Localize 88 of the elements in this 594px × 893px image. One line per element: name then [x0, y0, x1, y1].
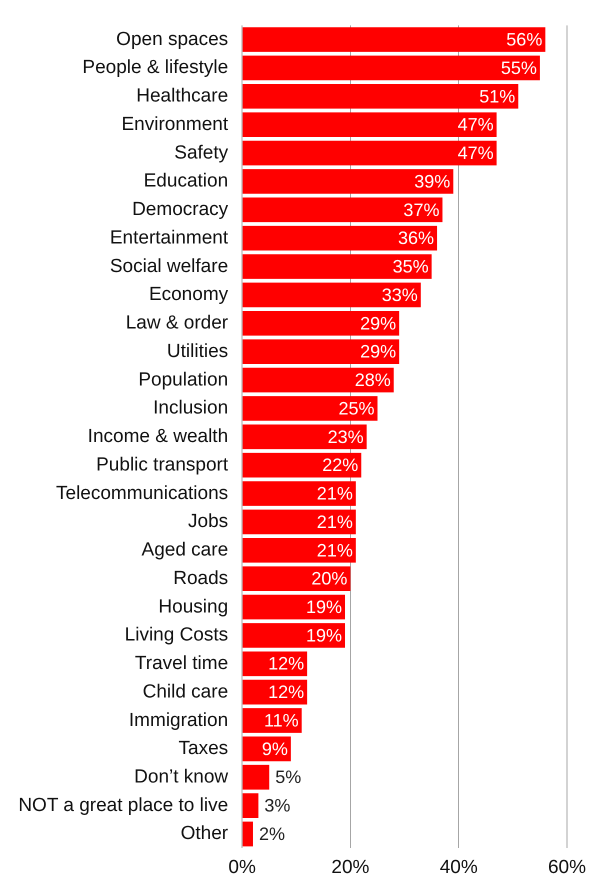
- y-tick-label: Utilities: [166, 340, 228, 362]
- bar: [242, 510, 356, 534]
- x-tick-label: 40%: [440, 856, 478, 878]
- bar: [242, 282, 421, 308]
- y-tick-label: Population: [138, 369, 228, 390]
- data-label: 19%: [306, 597, 342, 618]
- data-label: 56%: [506, 30, 542, 50]
- data-label: 12%: [268, 654, 304, 674]
- y-tick-label: Don’t know: [134, 766, 228, 788]
- bar: [242, 197, 442, 222]
- data-label: 21%: [316, 484, 353, 504]
- bar: [242, 764, 270, 790]
- y-tick-label: People & lifestyle: [82, 57, 228, 78]
- bar: [242, 538, 356, 563]
- bar: [242, 481, 356, 506]
- bar: [242, 793, 258, 818]
- y-tick-label: Living Costs: [124, 624, 228, 646]
- bar: [242, 822, 253, 846]
- data-label: 3%: [264, 796, 290, 816]
- bar: [242, 84, 518, 109]
- x-tick-label: 60%: [548, 856, 586, 878]
- data-label: 29%: [360, 313, 396, 334]
- data-label: 12%: [268, 682, 304, 702]
- x-tick-label: 20%: [331, 856, 370, 878]
- data-label: 19%: [306, 625, 342, 646]
- data-label: 28%: [354, 370, 391, 390]
- y-tick-label: Social welfare: [110, 256, 228, 277]
- data-label: 37%: [403, 200, 440, 220]
- y-tick-label: Roads: [173, 568, 228, 589]
- bar: [242, 623, 346, 648]
- y-tick-label: Inclusion: [153, 398, 228, 419]
- bar: [242, 140, 497, 166]
- bar: [242, 226, 438, 251]
- data-label: 21%: [316, 512, 353, 532]
- data-label: 33%: [382, 284, 418, 305]
- y-tick-label: Democracy: [132, 199, 229, 220]
- data-label: 9%: [262, 738, 288, 759]
- data-label: 22%: [322, 455, 358, 476]
- data-label: 5%: [275, 767, 302, 788]
- y-tick-label: Entertainment: [110, 227, 229, 248]
- data-label: 35%: [392, 256, 429, 277]
- bar: [242, 396, 378, 421]
- y-tick-label: Open spaces: [116, 28, 228, 50]
- bar: [242, 169, 454, 194]
- bar: [242, 112, 497, 138]
- data-label: 25%: [338, 398, 374, 418]
- data-label: 51%: [479, 86, 516, 106]
- y-tick-label: Taxes: [178, 738, 228, 760]
- y-tick-label: Immigration: [128, 710, 228, 731]
- y-tick-label: Aged care: [142, 540, 228, 561]
- bar: [242, 368, 394, 392]
- data-label: 21%: [316, 540, 353, 560]
- y-tick-label: Housing: [158, 596, 228, 618]
- data-label: 39%: [414, 171, 450, 192]
- y-tick-label: NOT a great place to live: [18, 794, 228, 816]
- y-tick-label: Travel time: [134, 653, 228, 674]
- bar: [242, 566, 350, 592]
- bar: [242, 424, 367, 450]
- bar: [242, 708, 302, 733]
- data-label: 11%: [264, 710, 299, 730]
- y-tick-label: Other: [180, 823, 229, 844]
- y-tick-label: Healthcare: [136, 86, 228, 107]
- data-label: 36%: [398, 228, 434, 248]
- bar: [242, 594, 346, 620]
- y-tick-label: Income & wealth: [88, 426, 228, 448]
- y-tick-label: Economy: [148, 284, 229, 306]
- data-label: 29%: [360, 342, 396, 362]
- y-tick-label: Environment: [121, 114, 229, 135]
- y-tick-label: Law & order: [126, 312, 229, 334]
- y-tick-label: Public transport: [96, 454, 229, 476]
- y-tick-label: Telecommunications: [56, 482, 228, 504]
- bar: [242, 310, 400, 336]
- bar: [242, 339, 400, 364]
- data-label: 23%: [328, 426, 364, 447]
- y-tick-label: Safety: [174, 142, 229, 164]
- data-label: 55%: [500, 58, 537, 78]
- bar: [242, 254, 432, 279]
- y-tick-label: Education: [144, 170, 228, 192]
- y-tick-label: Jobs: [188, 511, 228, 532]
- bar: [242, 56, 540, 80]
- bar: [242, 27, 546, 52]
- x-tick-label: 0%: [228, 856, 256, 878]
- bar: [242, 452, 362, 478]
- data-label: 47%: [458, 143, 494, 164]
- data-label: 20%: [311, 568, 348, 589]
- data-label: 47%: [458, 114, 494, 135]
- data-label: 2%: [258, 824, 285, 844]
- y-tick-label: Child care: [142, 681, 228, 702]
